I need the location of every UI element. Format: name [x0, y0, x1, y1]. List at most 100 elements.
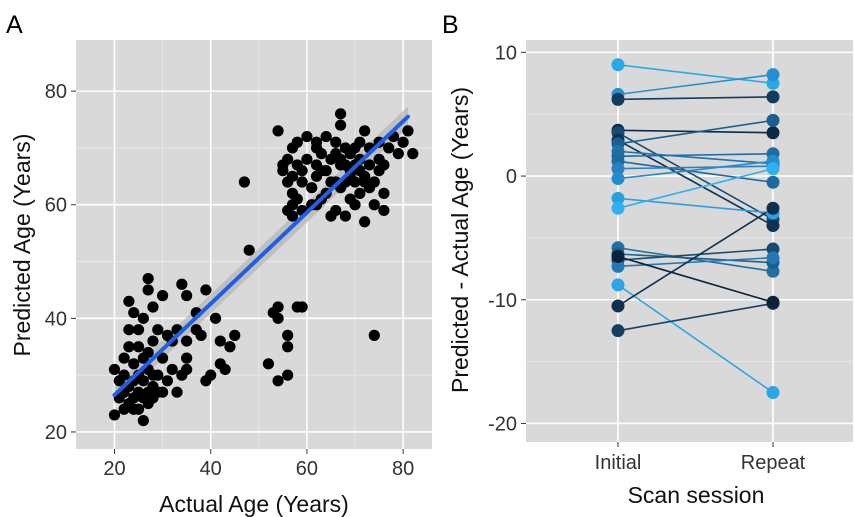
panel-a-data-point — [219, 363, 231, 376]
panel-a-data-point — [108, 363, 121, 376]
panel-a-scatter: A 20 40 60 80 20 40 60 80 Actual Age (Years) P… — [6, 11, 432, 517]
panel-a-data-point — [118, 369, 130, 381]
panel-a-data-point — [291, 136, 303, 148]
panel-b-paired-lines: B Initial Repeat 10 0 -10 -20 Scan session P… — [442, 11, 853, 508]
panel-b-pair-line — [617, 119, 774, 145]
panel-a-data-point — [128, 307, 140, 319]
panel-a-data-point — [161, 375, 174, 387]
panel-a-data-point — [181, 352, 193, 364]
panel-a-data-point — [334, 119, 347, 131]
panel-b-pair-line — [617, 302, 774, 332]
panel-a-data-point — [123, 341, 135, 353]
panel-a-data-point — [224, 341, 236, 353]
panel-a-data-point — [137, 414, 149, 427]
panel-a-data-point — [301, 130, 313, 143]
panel-a-data-point — [152, 324, 164, 336]
panel-a-data-point — [282, 341, 294, 353]
panel-a-data-point — [156, 290, 169, 302]
panel-a-data-point — [330, 204, 342, 217]
panel-b-initial-point — [611, 201, 625, 215]
panel-a-data-point — [383, 142, 395, 154]
panel-b-repeat-point — [766, 68, 780, 82]
panel-a-y-axis-title: Predicted Age (Years) — [9, 134, 35, 357]
panel-a-x-tick-label: 40 — [200, 458, 222, 480]
panel-a-data-point — [286, 210, 299, 222]
panel-a-data-point — [137, 375, 149, 387]
panel-a-data-point — [315, 148, 327, 160]
panel-a-data-point — [142, 272, 154, 285]
panel-b-y-tick-label: -10 — [488, 290, 517, 312]
panel-a-data-point — [147, 335, 159, 347]
panel-a-data-point — [132, 403, 145, 415]
panel-b-pair-line — [617, 150, 774, 165]
panel-a-data-point — [156, 352, 169, 364]
panel-a-data-point — [205, 369, 217, 381]
panel-a-data-point — [378, 204, 390, 217]
panel-b-pair-line — [617, 207, 774, 307]
panel-a-data-point — [181, 335, 193, 347]
panel-a-data-point — [152, 369, 164, 381]
panel-a-data-point — [128, 358, 140, 370]
panel-a-data-point — [349, 199, 361, 211]
panel-b-pair-line — [617, 152, 774, 158]
panel-a-data-point — [339, 210, 352, 222]
panel-b-x-tick-label: Initial — [595, 452, 642, 474]
panel-a-data-point — [238, 176, 250, 188]
panel-b-initial-point — [611, 58, 625, 72]
panel-a-data-point — [368, 199, 380, 211]
panel-a-data-point — [176, 278, 188, 290]
panel-b-repeat-point — [766, 251, 780, 265]
panel-a-x-tick-label: 60 — [296, 458, 318, 480]
panel-b-initial-point — [611, 162, 625, 176]
panel-b-pair-line — [617, 160, 774, 184]
panel-b-pair-line — [617, 255, 774, 303]
panel-a-data-point — [209, 312, 222, 324]
panel-a-data-point — [282, 369, 294, 381]
panel-a-data-point — [330, 136, 342, 148]
panel-a-data-point — [181, 363, 193, 376]
panel-a-data-point — [142, 284, 154, 296]
panel-a-data-point — [262, 358, 275, 370]
panel-a-data-point — [123, 295, 135, 307]
panel-a-y-ticks: 20 40 60 80 — [45, 81, 76, 444]
panel-a-data-point — [132, 324, 145, 336]
panel-b-initial-point — [611, 249, 625, 263]
panel-b-pair-line — [617, 96, 774, 101]
panel-b-pair-line — [617, 253, 774, 264]
panel-b-x-ticks: Initial Repeat — [595, 442, 806, 474]
panel-b-letter: B — [442, 11, 459, 39]
panel-b-repeat-point — [766, 90, 780, 104]
panel-a-data-point — [181, 290, 193, 302]
panel-a-y-tick-label: 20 — [45, 422, 67, 444]
panel-b-pair-line — [617, 63, 774, 85]
panel-b-pair-line — [617, 284, 774, 394]
panel-a-data-point — [200, 284, 212, 296]
panel-a-x-axis-title: Actual Age (Years) — [159, 491, 349, 517]
panel-a-data-point — [368, 176, 380, 188]
panel-a-data-point — [272, 312, 284, 324]
panel-a-data-point — [359, 125, 371, 137]
panel-b-plot-background — [526, 40, 853, 442]
panel-a-data-point — [349, 176, 361, 188]
panel-b-initial-point — [611, 191, 625, 205]
panel-a-data-point — [402, 125, 414, 137]
panel-a-data-point — [392, 148, 404, 160]
panel-b-initial-point — [611, 324, 625, 338]
panel-b-initial-point — [611, 299, 625, 313]
panel-b-initial-point — [611, 259, 625, 273]
panel-b-pair-lines — [617, 63, 774, 394]
panel-a-data-point — [147, 301, 159, 313]
panel-a-data-point — [310, 136, 323, 148]
panel-b-repeat-point — [766, 219, 780, 233]
panel-a-letter: A — [6, 11, 23, 39]
panel-b-y-axis-title: Predicted - Actual Age (Years) — [447, 87, 473, 393]
panel-a-data-point — [272, 301, 284, 313]
panel-b-repeat-point — [766, 295, 780, 309]
panel-b-y-ticks: 10 0 -10 -20 — [488, 42, 526, 435]
panel-a-data-point — [397, 136, 409, 148]
panel-b-initial-point — [611, 92, 625, 106]
panel-a-data-point — [378, 159, 390, 171]
panel-a-data-point — [291, 193, 303, 205]
panel-a-data-point — [282, 153, 294, 165]
